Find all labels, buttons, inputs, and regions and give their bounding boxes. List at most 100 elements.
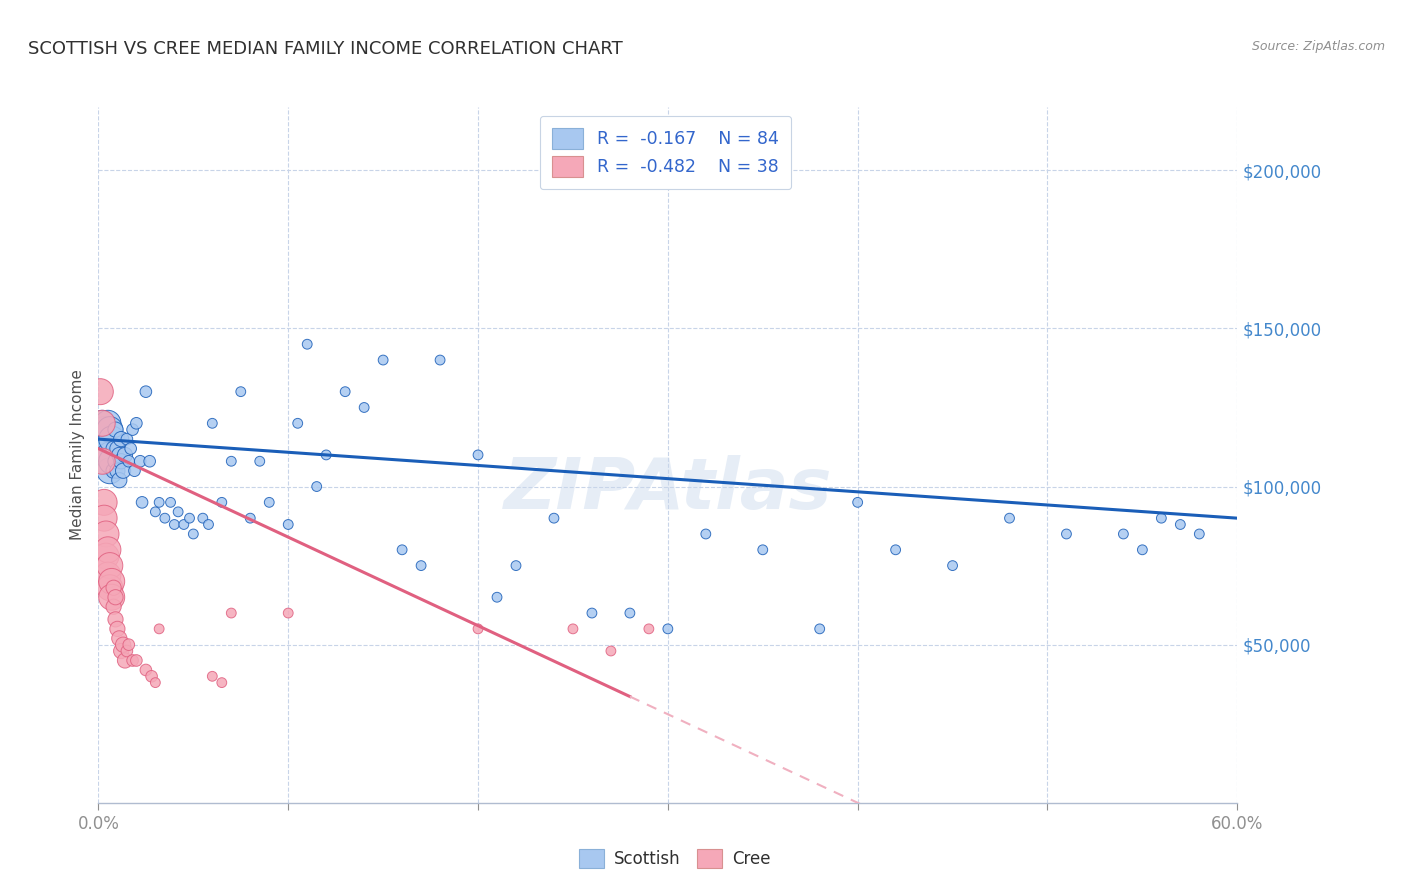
Point — [112, 464, 135, 478]
Point — [581, 606, 603, 620]
Point — [93, 448, 115, 462]
Point — [104, 423, 127, 437]
Point — [1150, 511, 1173, 525]
Point — [1170, 517, 1192, 532]
Point — [752, 542, 775, 557]
Point — [884, 542, 907, 557]
Point — [118, 638, 141, 652]
Point — [107, 622, 129, 636]
Point — [98, 581, 121, 595]
Point — [619, 606, 641, 620]
Legend: Scottish, Cree: Scottish, Cree — [572, 842, 778, 875]
Point — [118, 454, 141, 468]
Point — [998, 511, 1021, 525]
Point — [100, 432, 122, 446]
Point — [173, 517, 195, 532]
Point — [167, 505, 190, 519]
Point — [159, 495, 181, 509]
Point — [277, 606, 299, 620]
Point — [145, 675, 167, 690]
Point — [600, 644, 623, 658]
Point — [1056, 527, 1078, 541]
Point — [277, 517, 299, 532]
Point — [1132, 542, 1154, 557]
Point — [93, 423, 115, 437]
Point — [211, 675, 233, 690]
Point — [315, 448, 337, 462]
Point — [135, 384, 157, 399]
Point — [94, 527, 117, 541]
Point — [94, 432, 117, 446]
Point — [335, 384, 357, 399]
Point — [305, 479, 328, 493]
Point — [121, 653, 143, 667]
Point — [846, 495, 869, 509]
Point — [100, 454, 122, 468]
Point — [135, 663, 157, 677]
Point — [108, 473, 131, 487]
Point — [638, 622, 661, 636]
Point — [97, 442, 120, 456]
Point — [103, 464, 125, 478]
Point — [221, 454, 243, 468]
Point — [108, 632, 131, 646]
Text: Source: ZipAtlas.com: Source: ZipAtlas.com — [1251, 40, 1385, 54]
Point — [249, 454, 271, 468]
Text: SCOTTISH VS CREE MEDIAN FAMILY INCOME CORRELATION CHART: SCOTTISH VS CREE MEDIAN FAMILY INCOME CO… — [28, 40, 623, 58]
Point — [121, 423, 143, 437]
Point — [124, 464, 146, 478]
Point — [562, 622, 585, 636]
Text: ZIPAtlas: ZIPAtlas — [503, 455, 832, 524]
Point — [115, 432, 138, 446]
Point — [107, 442, 129, 456]
Point — [97, 417, 120, 431]
Point — [104, 591, 127, 605]
Point — [107, 464, 129, 478]
Point — [97, 542, 120, 557]
Point — [197, 517, 219, 532]
Point — [411, 558, 433, 573]
Point — [543, 511, 565, 525]
Point — [148, 622, 170, 636]
Point — [93, 495, 115, 509]
Point — [1188, 527, 1211, 541]
Point — [657, 622, 679, 636]
Point — [98, 464, 121, 478]
Point — [942, 558, 965, 573]
Point — [429, 353, 451, 368]
Point — [100, 574, 122, 589]
Point — [91, 454, 114, 468]
Point — [353, 401, 375, 415]
Point — [141, 669, 163, 683]
Point — [201, 417, 224, 431]
Point — [94, 454, 117, 468]
Point — [505, 558, 527, 573]
Point — [297, 337, 319, 351]
Point — [100, 591, 122, 605]
Point — [98, 558, 121, 573]
Point — [808, 622, 831, 636]
Point — [191, 511, 214, 525]
Point — [114, 653, 136, 667]
Point — [259, 495, 281, 509]
Legend: R =  -0.167    N = 84, R =  -0.482    N = 38: R = -0.167 N = 84, R = -0.482 N = 38 — [540, 116, 792, 189]
Point — [114, 448, 136, 462]
Point — [163, 517, 186, 532]
Point — [239, 511, 262, 525]
Point — [91, 417, 114, 431]
Point — [131, 495, 153, 509]
Point — [125, 417, 148, 431]
Point — [94, 549, 117, 563]
Point — [115, 644, 138, 658]
Point — [108, 448, 131, 462]
Point — [201, 669, 224, 683]
Point — [138, 454, 160, 468]
Point — [110, 644, 132, 658]
Point — [103, 581, 125, 595]
Point — [89, 432, 111, 446]
Point — [110, 432, 132, 446]
Point — [112, 638, 135, 652]
Point — [153, 511, 176, 525]
Point — [104, 612, 127, 626]
Point — [486, 591, 509, 605]
